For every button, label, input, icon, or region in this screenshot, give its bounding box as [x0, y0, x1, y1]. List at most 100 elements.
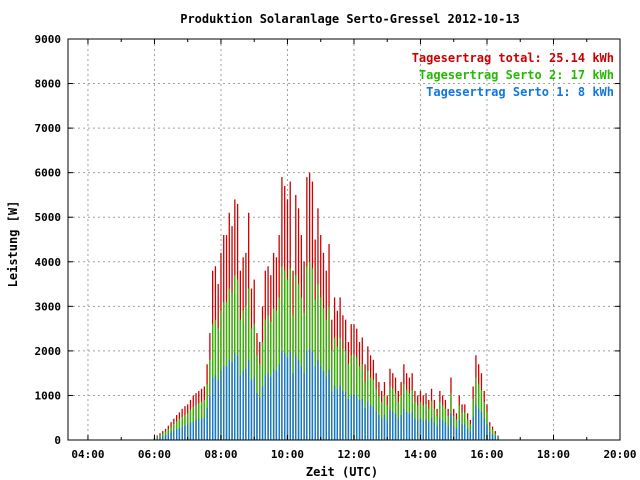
grid-lines — [68, 39, 620, 440]
bar-series-3 — [225, 366, 228, 440]
x-tick-label: 06:00 — [138, 448, 171, 461]
bar-series-3 — [442, 420, 444, 440]
bar-series-3 — [336, 389, 338, 440]
bar-series-3 — [162, 435, 164, 440]
chart-title: Produktion Solaranlage Serto-Gressel 201… — [180, 12, 520, 26]
bar-series-3 — [206, 407, 208, 440]
bar-series-3 — [433, 422, 435, 440]
y-tick-label: 3000 — [35, 300, 62, 313]
bar-series-3 — [231, 362, 233, 440]
bar-series-3 — [491, 434, 494, 440]
bar-series-3 — [422, 420, 424, 440]
bar-series-3 — [178, 427, 181, 440]
bar-series-3 — [250, 379, 253, 440]
bar-series-3 — [464, 424, 466, 440]
bar-series-3 — [184, 425, 186, 440]
bar-series-3 — [198, 419, 200, 440]
bar-series-3 — [156, 438, 158, 440]
bar-series-3 — [400, 415, 402, 440]
y-axis-label: Leistung [W] — [6, 201, 20, 288]
bar-series-3 — [314, 366, 316, 440]
bar-series-3 — [361, 399, 363, 440]
bar-series-3 — [339, 385, 341, 440]
bar-series-3 — [364, 407, 366, 440]
bar-series-3 — [347, 399, 350, 440]
bar-series-3 — [444, 422, 447, 440]
bar-series-3 — [272, 369, 275, 440]
bar-series-3 — [411, 411, 413, 440]
bar-series-3 — [333, 385, 336, 440]
bar-series-3 — [234, 353, 236, 440]
y-tick-label: 4000 — [35, 256, 62, 269]
bar-series-3 — [405, 411, 408, 440]
bar-series-3 — [212, 377, 214, 440]
bar-series-3 — [317, 359, 319, 440]
bar-series-3 — [447, 426, 449, 440]
y-tick-label: 1000 — [35, 389, 62, 402]
bar-series-3 — [189, 422, 192, 440]
bar-series-3 — [292, 373, 294, 440]
bar-series-3 — [195, 419, 197, 440]
legend-entry-1: Tagesertrag total: 25.14 kWh — [412, 51, 614, 65]
x-tick-label: 20:00 — [603, 448, 636, 461]
bar-series-3 — [350, 394, 352, 440]
bar-series-3 — [430, 417, 433, 440]
bar-series-3 — [381, 418, 383, 440]
bar-series-3 — [489, 431, 491, 440]
legend: Tagesertrag total: 25.14 kWh Tagesertrag … — [412, 51, 614, 99]
bar-series-3 — [300, 366, 302, 440]
bar-series-3 — [187, 424, 189, 440]
bar-series-3 — [217, 379, 219, 440]
y-tick-label: 8000 — [35, 78, 62, 91]
bar-series-3 — [428, 422, 430, 440]
bar-series-3 — [372, 406, 375, 440]
bar-series-3 — [284, 353, 286, 440]
bar-series-3 — [450, 413, 452, 440]
bar-series-3 — [494, 435, 496, 440]
bar-series-3 — [358, 399, 361, 440]
bar-series-3 — [383, 415, 386, 440]
bar-series-3 — [369, 405, 372, 440]
bar-series-3 — [480, 411, 483, 440]
bar-series-3 — [417, 420, 419, 440]
bar-series-3 — [170, 432, 172, 440]
x-tick-label: 14:00 — [404, 448, 437, 461]
bar-series-3 — [328, 369, 330, 440]
bar-series-3 — [486, 424, 488, 440]
bar-series-3 — [209, 395, 211, 440]
bar-series-3 — [386, 420, 388, 440]
y-tick-label: 5000 — [35, 211, 62, 224]
bar-series-3 — [378, 415, 380, 440]
bar-series-3 — [497, 437, 499, 440]
bar-series-3 — [325, 376, 327, 440]
y-tick-label: 9000 — [35, 33, 62, 46]
y-tick-label: 0 — [54, 434, 61, 447]
bar-series-3 — [345, 391, 347, 440]
bar-series-3 — [478, 408, 480, 440]
legend-entry-2: Tagesertrag Serto 2: 17 kWh — [419, 68, 614, 82]
bar-series-3 — [408, 413, 411, 440]
x-tick-label: 12:00 — [337, 448, 370, 461]
bar-series-3 — [228, 359, 230, 440]
bar-series-3 — [270, 376, 272, 440]
bar-series-3 — [203, 417, 205, 440]
bar-series-3 — [458, 420, 460, 440]
bar-series-3 — [439, 418, 441, 440]
bar-series-3 — [173, 430, 175, 440]
bar-series-3 — [320, 366, 322, 440]
bar-series-3 — [248, 359, 250, 440]
bar-series-3 — [164, 435, 167, 440]
bar-series-3 — [275, 370, 278, 440]
bar-series-3 — [397, 418, 399, 440]
x-tick-label: 18:00 — [537, 448, 570, 461]
y-tick-label: 7000 — [35, 122, 62, 135]
bar-series-3 — [455, 428, 458, 440]
bar-series-3 — [289, 351, 291, 440]
bar-series-3 — [223, 366, 225, 440]
bar-series-3 — [475, 405, 477, 440]
x-tick-label: 08:00 — [204, 448, 237, 461]
legend-entry-3: Tagesertrag Serto 1: 8 kWh — [426, 85, 614, 99]
bar-series-3 — [425, 419, 427, 440]
axis-ticks: 0 1000 2000 3000 4000 5000 6000 7000 8000 9000 04:… — [35, 33, 637, 461]
bar-series-3 — [236, 355, 239, 440]
